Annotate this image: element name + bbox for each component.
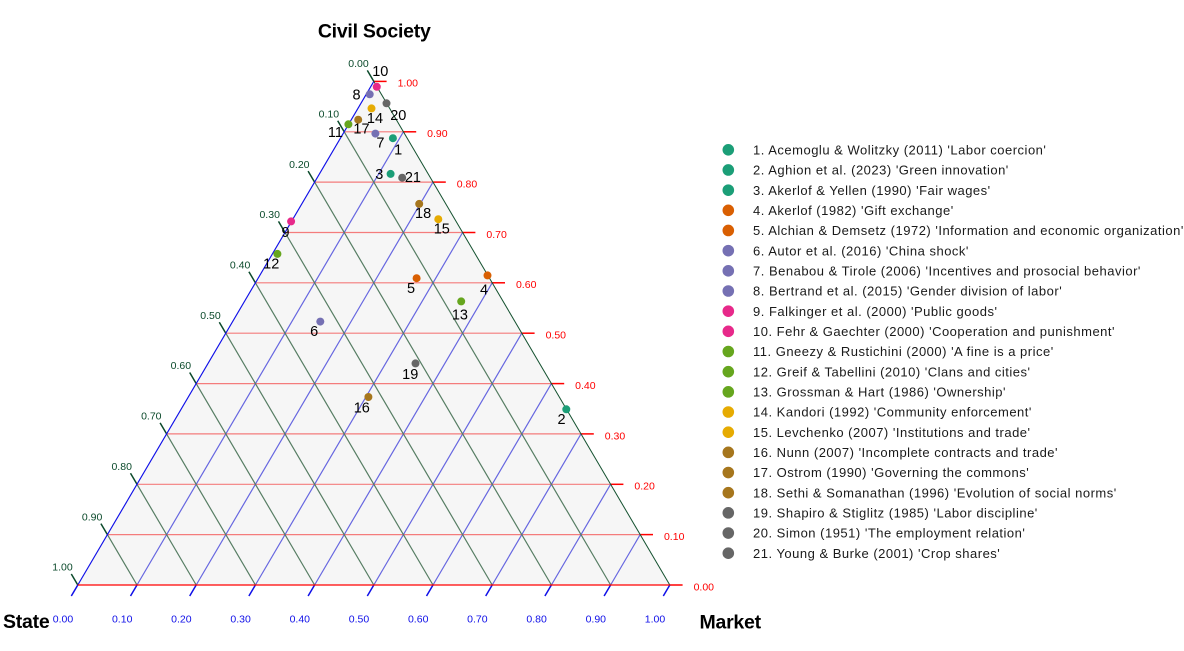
svg-text:6. Autor et al. (2016) 'China: 6. Autor et al. (2016) 'China shock' (753, 243, 969, 258)
svg-text:7: 7 (376, 136, 384, 152)
svg-text:14. Kandori (1992) 'Community: 14. Kandori (1992) 'Community enforcemen… (753, 405, 1032, 420)
svg-text:7. Benabou & Tirole (2006) 'In: 7. Benabou & Tirole (2006) 'Incentives a… (753, 263, 1141, 278)
svg-text:19: 19 (402, 367, 418, 383)
svg-text:0.20: 0.20 (171, 614, 192, 626)
svg-text:2: 2 (558, 412, 566, 428)
svg-text:12. Greif & Tabellini (2010) ': 12. Greif & Tabellini (2010) 'Clans and … (753, 364, 1031, 379)
svg-text:1.00: 1.00 (398, 78, 419, 90)
svg-text:21. Young & Burke (2001) 'Crop: 21. Young & Burke (2001) 'Crop shares' (753, 546, 1000, 561)
svg-text:0.00: 0.00 (53, 614, 74, 626)
svg-text:0.90: 0.90 (586, 614, 607, 626)
svg-text:5: 5 (407, 281, 415, 297)
svg-text:0.60: 0.60 (408, 614, 429, 626)
svg-text:19. Shapiro & Stiglitz (1985): 19. Shapiro & Stiglitz (1985) 'Labor dis… (753, 506, 1038, 521)
svg-text:0.10: 0.10 (319, 108, 340, 120)
svg-text:11. Gneezy & Rustichini (2000): 11. Gneezy & Rustichini (2000) 'A fine i… (753, 344, 1054, 359)
svg-text:12: 12 (263, 257, 279, 273)
svg-text:14: 14 (367, 111, 383, 127)
svg-text:16. Nunn (2007) 'Incomplete co: 16. Nunn (2007) 'Incomplete contracts an… (753, 445, 1058, 460)
svg-text:10. Fehr & Gaechter (2000) 'Co: 10. Fehr & Gaechter (2000) 'Cooperation … (753, 324, 1115, 339)
svg-text:0.70: 0.70 (467, 614, 488, 626)
svg-text:0.50: 0.50 (349, 614, 370, 626)
svg-text:0.70: 0.70 (486, 229, 507, 241)
svg-text:18: 18 (415, 206, 431, 222)
svg-text:0.90: 0.90 (427, 128, 448, 140)
svg-text:0.50: 0.50 (200, 310, 221, 322)
svg-text:0.30: 0.30 (230, 614, 251, 626)
svg-text:2. Aghion et al. (2023) 'Green: 2. Aghion et al. (2023) 'Green innovatio… (753, 163, 1009, 178)
svg-text:State: State (3, 611, 50, 633)
svg-text:17. Ostrom (1990) 'Governing t: 17. Ostrom (1990) 'Governing the commons… (753, 465, 1029, 480)
svg-text:0.20: 0.20 (289, 159, 310, 171)
svg-text:0.20: 0.20 (634, 481, 655, 493)
svg-text:0.30: 0.30 (259, 209, 280, 221)
svg-text:1: 1 (394, 143, 402, 159)
svg-text:0.40: 0.40 (575, 380, 596, 392)
svg-text:Civil Society: Civil Society (318, 21, 431, 43)
svg-text:0.80: 0.80 (457, 179, 478, 191)
svg-text:1. Acemoglu & Wolitzky (2011): 1. Acemoglu & Wolitzky (2011) 'Labor coe… (753, 142, 1046, 157)
svg-text:0.60: 0.60 (516, 279, 537, 291)
svg-text:4: 4 (480, 282, 488, 298)
svg-text:Market: Market (700, 611, 762, 633)
svg-text:13: 13 (452, 308, 468, 324)
svg-text:1.00: 1.00 (52, 562, 73, 574)
svg-text:0.50: 0.50 (546, 330, 567, 342)
svg-text:0.10: 0.10 (112, 614, 133, 626)
svg-text:0.90: 0.90 (82, 511, 103, 523)
svg-text:8. Bertrand et al. (2015) 'Gen: 8. Bertrand et al. (2015) 'Gender divisi… (753, 284, 1062, 299)
svg-text:10: 10 (372, 64, 388, 80)
svg-text:0.80: 0.80 (111, 461, 132, 473)
svg-text:0.40: 0.40 (290, 614, 311, 626)
svg-text:6: 6 (310, 324, 318, 340)
svg-text:17: 17 (353, 122, 369, 138)
svg-text:16: 16 (354, 400, 370, 416)
svg-text:3: 3 (375, 167, 383, 183)
svg-text:9. Falkinger et al. (2000) 'Pu: 9. Falkinger et al. (2000) 'Public goods… (753, 304, 997, 319)
svg-text:0.60: 0.60 (171, 360, 192, 372)
svg-text:0.00: 0.00 (348, 58, 369, 70)
svg-text:3. Akerlof & Yellen (1990) 'Fa: 3. Akerlof & Yellen (1990) 'Fair wages' (753, 183, 991, 198)
svg-text:20: 20 (390, 108, 406, 124)
svg-text:20. Simon (1951) 'The employme: 20. Simon (1951) 'The employment relatio… (753, 526, 1025, 541)
svg-text:5. Alchian & Demsetz (1972) 'I: 5. Alchian & Demsetz (1972) 'Information… (753, 223, 1184, 238)
svg-text:0.40: 0.40 (230, 260, 251, 272)
svg-text:0.00: 0.00 (694, 581, 715, 593)
svg-text:15: 15 (434, 221, 450, 237)
svg-text:0.30: 0.30 (605, 430, 626, 442)
svg-text:4. Akerlof (1982) 'Gift exchan: 4. Akerlof (1982) 'Gift exchange' (753, 203, 954, 218)
svg-text:8: 8 (353, 87, 361, 103)
svg-text:13. Grossman & Hart (1986) 'Ow: 13. Grossman & Hart (1986) 'Ownership' (753, 384, 1006, 399)
svg-text:0.70: 0.70 (141, 411, 162, 423)
svg-text:9: 9 (281, 225, 289, 241)
svg-text:1.00: 1.00 (645, 614, 666, 626)
svg-text:15. Levchenko (2007) 'Institut: 15. Levchenko (2007) 'Institutions and t… (753, 425, 1031, 440)
svg-text:0.80: 0.80 (526, 614, 547, 626)
svg-text:21: 21 (405, 170, 421, 186)
svg-text:11: 11 (328, 125, 343, 141)
svg-text:18. Sethi & Somanathan (1996): 18. Sethi & Somanathan (1996) 'Evolution… (753, 485, 1117, 500)
svg-text:0.10: 0.10 (664, 531, 685, 543)
